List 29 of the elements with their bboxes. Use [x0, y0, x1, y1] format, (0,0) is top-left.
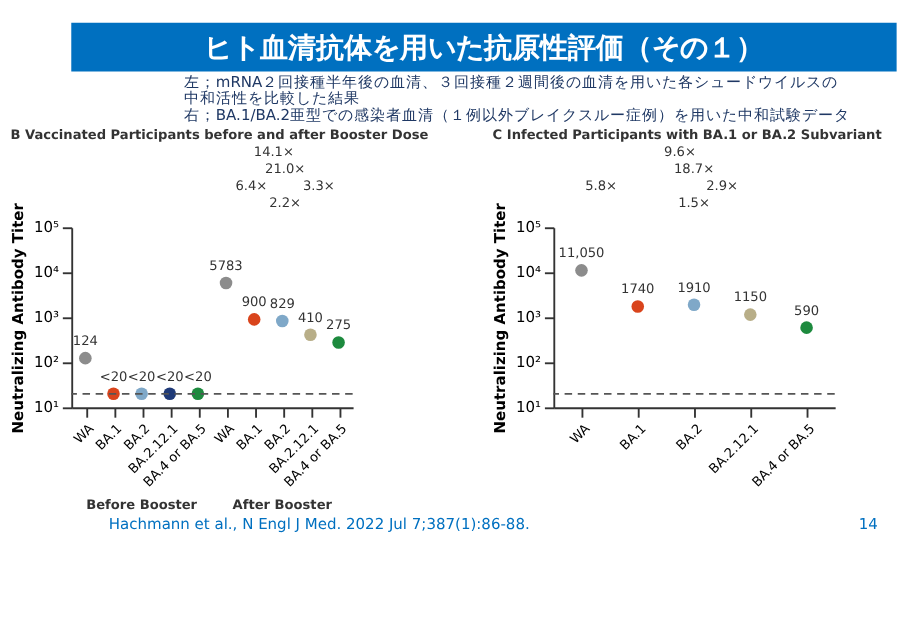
y-tick-label: 10² [33, 353, 60, 372]
y-tick-label: 10¹ [33, 398, 60, 417]
y-tick-label: 10¹ [516, 398, 542, 417]
point [219, 276, 233, 290]
point [276, 314, 289, 328]
point [304, 328, 317, 342]
point [631, 300, 645, 313]
point [687, 298, 701, 311]
y-axis-title: Neutralizing Antibody Titer [8, 202, 27, 434]
text: 中和活性を比較した結果 [183, 89, 360, 108]
text: Hachmann et al., N Engl J Med. 2022 Jul 7;387(1):86-88. [108, 515, 530, 534]
point [575, 264, 588, 277]
y-axis-title: Neutralizing Antibody Titer [490, 202, 509, 434]
point [247, 313, 261, 326]
text: 右；BA.1/BA.2亜型での感染者血清（１例以外ブレイクスルー症例）を用いた中和試験データ [183, 105, 851, 124]
point [744, 308, 757, 321]
point [79, 351, 92, 365]
y-tick-label: 10⁴ [33, 263, 60, 281]
y-tick-label: 10⁵ [516, 217, 542, 236]
point [800, 321, 813, 334]
y-tick-label: 10² [516, 353, 542, 372]
y-tick-label: 10³ [516, 308, 542, 327]
text: 左；mRNA２回接種半年後の血清、３回接種２週間後の血清を用いた各シュードウイルスの [183, 73, 839, 92]
text: ヒト血清抗体を用いた抗原性評価（その１） [203, 30, 764, 65]
y-tick-label: 10⁵ [33, 217, 60, 236]
y-tick-label: 10⁴ [516, 263, 542, 281]
text: 14 [858, 515, 879, 534]
y-tick-label: 10³ [33, 308, 60, 327]
point [332, 336, 345, 349]
